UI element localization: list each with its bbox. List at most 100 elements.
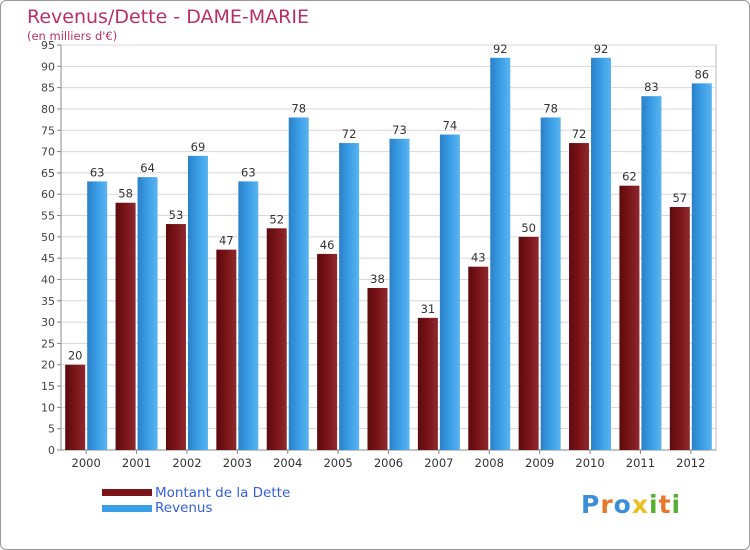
bar-revenus (288, 117, 309, 450)
x-tick-label: 2003 (223, 456, 252, 470)
data-label-revenus: 63 (241, 165, 256, 179)
x-tick-label: 2009 (525, 456, 554, 470)
bar-revenus (87, 181, 108, 450)
proxiti-logo: Proxiti (581, 490, 681, 519)
y-tick-label: 70 (41, 146, 55, 159)
x-tick-label: 2002 (172, 456, 201, 470)
data-label-dette: 62 (622, 170, 637, 184)
data-label-dette: 38 (370, 272, 385, 286)
data-label-revenus: 73 (392, 123, 407, 137)
y-tick-label: 20 (41, 359, 55, 372)
logo-letter: x (631, 490, 649, 519)
y-tick-label: 80 (41, 103, 55, 116)
data-label-dette: 20 (68, 349, 83, 363)
x-tick-label: 2005 (323, 456, 352, 470)
chart-title: Revenus/Dette - DAME-MARIE (27, 6, 309, 28)
y-tick-label: 85 (41, 82, 55, 95)
y-tick-label: 75 (41, 124, 55, 137)
bar-dette (619, 185, 640, 450)
bar-dette (216, 249, 237, 450)
bar-revenus (641, 96, 662, 450)
x-tick-label: 2011 (626, 456, 655, 470)
y-tick-label: 35 (41, 295, 55, 308)
chart-subtitle: (en milliers d'€) (27, 29, 118, 43)
data-label-revenus: 92 (493, 42, 508, 56)
y-tick-label: 90 (41, 60, 55, 73)
y-tick-label: 30 (41, 316, 55, 329)
x-tick-label: 2004 (273, 456, 302, 470)
data-label-dette: 47 (219, 234, 234, 248)
y-tick-label: 0 (48, 444, 55, 457)
bar-dette (317, 253, 338, 450)
y-tick-label: 65 (41, 167, 55, 180)
x-tick-label: 2006 (374, 456, 403, 470)
bar-dette (468, 266, 489, 450)
legend-swatch-revenus (102, 505, 152, 512)
logo-letter: t (658, 490, 672, 519)
plot-area (60, 44, 717, 451)
data-label-revenus: 64 (140, 161, 155, 175)
logo-letter: i (671, 490, 682, 519)
y-tick-label: 50 (41, 231, 55, 244)
data-label-dette: 53 (169, 208, 184, 222)
bar-revenus (691, 83, 712, 451)
logo-letter: o (613, 490, 632, 519)
x-tick-label: 2007 (424, 456, 453, 470)
y-tick-label: 10 (41, 401, 55, 414)
y-tick-label: 5 (48, 423, 55, 436)
y-tick-label: 95 (41, 39, 55, 52)
legend-label-revenus: Revenus (155, 500, 213, 516)
bar-revenus (591, 57, 612, 450)
x-tick-label: 2012 (676, 456, 705, 470)
data-label-revenus: 86 (694, 67, 709, 81)
data-label-revenus: 72 (342, 127, 357, 141)
bar-dette (669, 207, 690, 450)
y-tick-label: 25 (41, 337, 55, 350)
data-label-dette: 50 (521, 221, 536, 235)
legend-swatch-dette (102, 489, 152, 496)
logo-letter: i (649, 490, 659, 519)
x-tick-label: 2010 (575, 456, 604, 470)
data-label-revenus: 83 (644, 80, 659, 94)
x-tick-label: 2008 (475, 456, 504, 470)
bar-dette (367, 288, 388, 450)
y-tick-label: 40 (41, 273, 55, 286)
bar-dette (65, 364, 86, 450)
bar-dette (518, 236, 539, 450)
data-label-dette: 43 (471, 251, 486, 265)
data-label-revenus: 69 (191, 140, 206, 154)
bar-dette (115, 202, 136, 450)
bar-revenus (490, 57, 511, 450)
bar-revenus (238, 181, 259, 450)
data-label-revenus: 78 (543, 101, 558, 115)
data-label-dette: 52 (269, 212, 284, 226)
data-label-dette: 72 (572, 127, 587, 141)
bar-dette (417, 317, 438, 450)
data-label-dette: 31 (421, 302, 436, 316)
bar-dette (165, 224, 186, 450)
logo-letter: P (581, 490, 601, 519)
data-label-revenus: 78 (291, 101, 306, 115)
bar-dette (569, 143, 590, 451)
bar-revenus (389, 138, 410, 450)
data-label-dette: 46 (320, 238, 335, 252)
bar-revenus (187, 155, 208, 450)
data-label-dette: 58 (118, 187, 133, 201)
x-tick-label: 2001 (122, 456, 151, 470)
y-tick-label: 15 (41, 380, 55, 393)
data-label-revenus: 63 (90, 165, 105, 179)
data-label-revenus: 74 (443, 119, 458, 133)
y-tick-label: 55 (41, 210, 55, 223)
bar-revenus (540, 117, 561, 450)
bar-dette (266, 228, 287, 450)
bar-revenus (439, 134, 460, 451)
y-tick-label: 60 (41, 188, 55, 201)
y-tick-label: 45 (41, 252, 55, 265)
data-label-revenus: 92 (594, 42, 609, 56)
legend-label-dette: Montant de la Dette (155, 485, 291, 501)
bar-revenus (137, 177, 158, 450)
x-tick-label: 2000 (72, 456, 101, 470)
bar-revenus (339, 143, 360, 451)
logo-letter: r (600, 490, 614, 519)
